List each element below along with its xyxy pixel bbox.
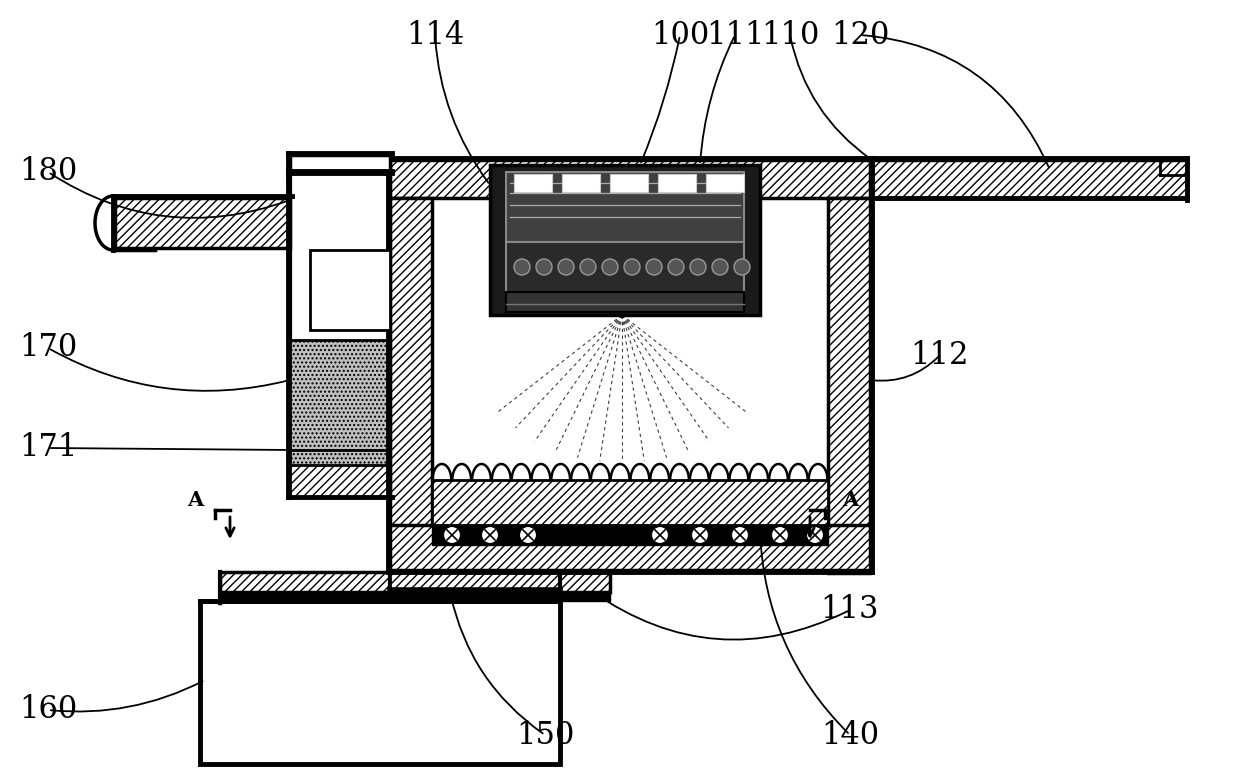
Bar <box>391 525 870 570</box>
Bar <box>515 174 552 192</box>
Bar <box>219 592 610 601</box>
Bar <box>290 465 391 497</box>
Circle shape <box>536 259 552 275</box>
Bar <box>115 198 290 248</box>
Bar <box>391 160 870 198</box>
Circle shape <box>691 526 709 544</box>
Circle shape <box>689 259 706 275</box>
Circle shape <box>712 259 728 275</box>
Bar <box>658 174 696 192</box>
Bar <box>506 172 744 242</box>
Bar <box>706 174 744 192</box>
Bar <box>562 174 600 192</box>
Circle shape <box>601 259 618 275</box>
Bar <box>432 480 828 525</box>
Text: 112: 112 <box>910 340 970 371</box>
Bar <box>391 572 560 590</box>
Text: 120: 120 <box>831 19 889 51</box>
Bar <box>391 198 432 573</box>
Bar <box>872 160 1187 198</box>
Circle shape <box>481 526 498 544</box>
Circle shape <box>806 526 825 544</box>
Text: 140: 140 <box>821 720 879 751</box>
Bar <box>310 250 391 330</box>
Circle shape <box>734 259 750 275</box>
Bar <box>290 155 391 173</box>
Bar <box>506 292 744 312</box>
Circle shape <box>646 259 662 275</box>
Circle shape <box>520 526 537 544</box>
Bar <box>290 340 391 495</box>
Circle shape <box>624 259 640 275</box>
Bar <box>828 198 870 573</box>
Circle shape <box>558 259 574 275</box>
Text: 110: 110 <box>761 19 820 51</box>
Bar <box>506 242 744 292</box>
Text: 100: 100 <box>651 19 709 51</box>
Text: 114: 114 <box>405 19 464 51</box>
Bar <box>219 572 610 592</box>
Circle shape <box>771 526 789 544</box>
Text: 150: 150 <box>516 720 574 751</box>
Text: 170: 170 <box>19 333 77 364</box>
Text: 180: 180 <box>19 156 77 187</box>
Bar <box>200 601 560 764</box>
Text: 113: 113 <box>821 594 879 625</box>
Bar <box>432 525 828 545</box>
Text: 171: 171 <box>19 433 77 464</box>
Circle shape <box>651 526 670 544</box>
Text: 160: 160 <box>19 695 77 726</box>
Bar <box>290 173 391 495</box>
Circle shape <box>515 259 529 275</box>
Text: A: A <box>842 490 858 510</box>
Text: A: A <box>187 490 203 510</box>
Circle shape <box>580 259 596 275</box>
Circle shape <box>668 259 684 275</box>
Text: 111: 111 <box>706 19 764 51</box>
Bar <box>490 165 760 315</box>
Circle shape <box>443 526 461 544</box>
Circle shape <box>732 526 749 544</box>
Bar <box>610 174 649 192</box>
